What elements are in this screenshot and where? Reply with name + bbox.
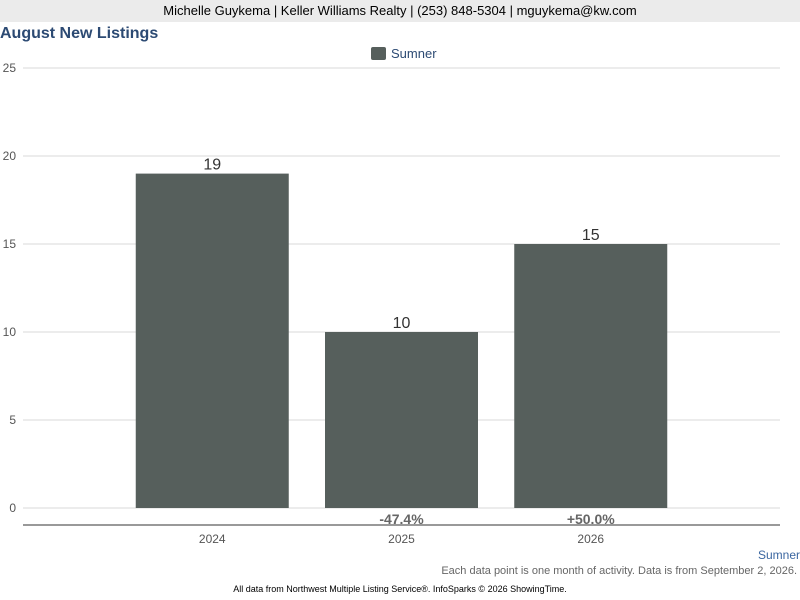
chart-title: August New Listings <box>0 25 159 42</box>
y-tick-label: 25 <box>3 61 17 75</box>
footer-credit: All data from Northwest Multiple Listing… <box>233 584 567 594</box>
percent-change-label: +50.0% <box>567 511 615 527</box>
data-label: 19 <box>203 157 221 174</box>
y-tick-label: 0 <box>9 501 16 515</box>
legend-label: Sumner <box>391 45 437 61</box>
y-tick-label: 15 <box>3 237 17 251</box>
y-tick-label: 20 <box>3 149 17 163</box>
bar <box>514 244 668 508</box>
y-tick-label: 5 <box>9 413 16 427</box>
y-tick-label: 10 <box>3 325 17 339</box>
x-tick-label: 2024 <box>199 532 226 546</box>
x-tick-label: 2025 <box>388 532 415 546</box>
contact-header: Michelle Guykema | Keller Williams Realt… <box>0 0 800 22</box>
legend: Sumner <box>371 45 437 61</box>
footer-series-label: Sumner <box>757 548 800 562</box>
x-tick-label: 2026 <box>577 532 604 546</box>
footer-note: Each data point is one month of activity… <box>441 565 797 577</box>
legend-swatch <box>371 46 386 60</box>
data-label: 10 <box>393 315 411 332</box>
data-label: 15 <box>582 227 600 244</box>
bar <box>325 332 478 508</box>
bar <box>135 173 289 508</box>
percent-change-label: -47.4% <box>379 511 424 527</box>
